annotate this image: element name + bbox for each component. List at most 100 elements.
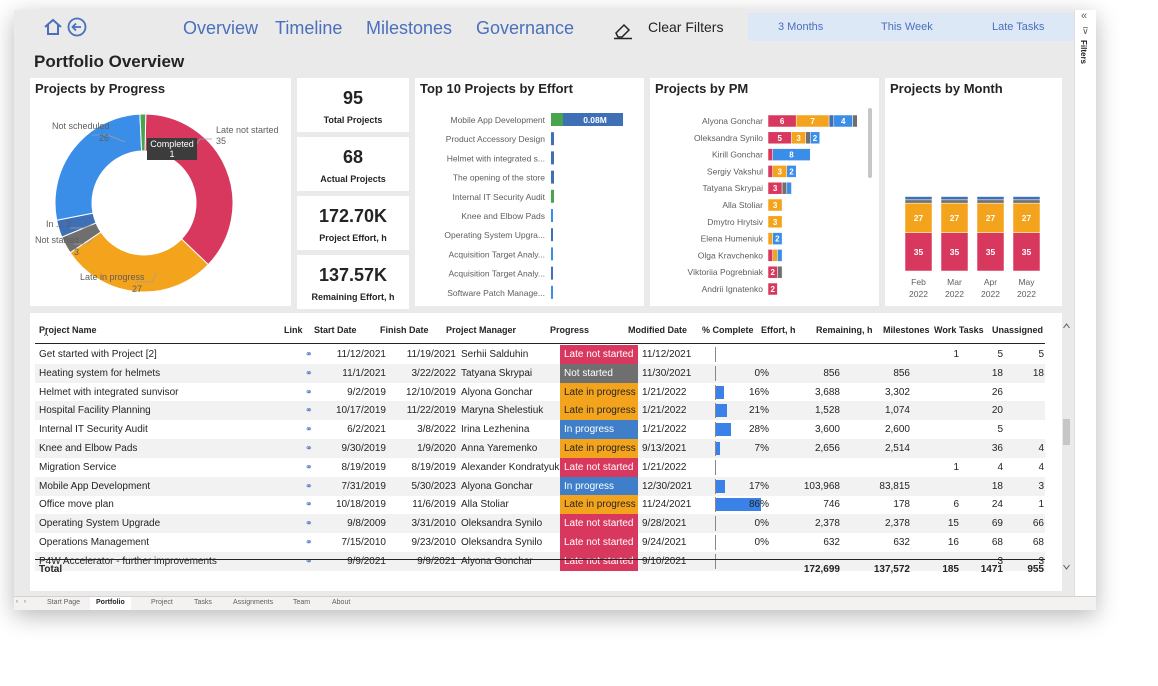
effort-bar[interactable]	[551, 209, 553, 222]
nav-milestones-link[interactable]: Milestones	[366, 18, 453, 38]
table-row[interactable]: Mobile App Development ⚭ 7/31/2019 5/30/202…	[35, 476, 1045, 496]
clear-filters-button[interactable]: Clear Filters	[648, 19, 724, 35]
col-project-manager[interactable]: Project Manager	[446, 325, 517, 335]
col-remaining[interactable]: Remaining, h	[816, 325, 873, 335]
month-bar-segment[interactable]	[1012, 232, 1041, 272]
month-bar-segment[interactable]	[1012, 199, 1041, 204]
effort-bar[interactable]	[551, 132, 554, 146]
table-row[interactable]: Helmet with integrated sunvisor ⚭ 9/2/2019…	[35, 382, 1045, 402]
pm-bar-segment[interactable]	[805, 131, 811, 145]
pm-bar-segment[interactable]	[828, 114, 835, 128]
tab-assignments[interactable]: Assignments	[233, 599, 274, 606]
effort-bar[interactable]	[551, 189, 554, 203]
link-icon[interactable]: ⚭	[305, 405, 313, 416]
col-start-date[interactable]: Start Date	[314, 325, 357, 335]
tab-prev-icon[interactable]: ‹	[16, 599, 18, 605]
link-icon[interactable]: ⚭	[305, 537, 313, 547]
effort-bar[interactable]	[551, 151, 554, 165]
col-effort[interactable]: Effort, h	[761, 325, 796, 335]
effort-bar-segment[interactable]	[551, 113, 563, 126]
table-row[interactable]: Migration Service ⚭ 8/19/2019 8/19/2019 Alex…	[35, 457, 1045, 477]
pm-bar-segment[interactable]	[767, 215, 783, 229]
col-project-name[interactable]: Project Name	[39, 325, 97, 335]
month-bar-segment[interactable]	[904, 232, 933, 272]
pm-bar-segment[interactable]	[786, 165, 797, 178]
collapse-icon[interactable]: «	[1081, 10, 1088, 22]
pm-bar-segment[interactable]	[786, 181, 792, 195]
link-icon[interactable]: ⚭	[305, 367, 313, 378]
tab-project[interactable]: Project	[151, 599, 173, 606]
pm-bar-segment[interactable]	[772, 148, 811, 161]
tab-start-page[interactable]: Start Page	[47, 599, 81, 606]
donut-slice[interactable]	[139, 113, 147, 152]
pm-bar-segment[interactable]	[772, 249, 778, 262]
tab-team[interactable]: Team	[293, 599, 311, 606]
pm-bar-segment[interactable]	[772, 232, 783, 245]
month-bar-segment[interactable]	[976, 232, 1005, 272]
col-link[interactable]: Link	[284, 325, 303, 335]
link-icon[interactable]: ⚭	[305, 480, 313, 491]
pm-bar-segment[interactable]	[810, 131, 820, 145]
col-modified-date[interactable]: Modified Date	[628, 325, 688, 335]
effort-bar[interactable]	[551, 266, 553, 280]
nav-timeline-link[interactable]: Timeline	[275, 18, 343, 38]
col-milestones[interactable]: Milestones	[883, 325, 930, 335]
effort-bar-chart[interactable]: Mobile App Development 0.08M Product Acces…	[415, 78, 644, 306]
col-progress[interactable]: Progress	[550, 325, 590, 335]
tab-about[interactable]: About	[332, 599, 351, 606]
link-icon[interactable]: ⚭	[305, 461, 313, 472]
month-bar-segment[interactable]	[1012, 196, 1041, 201]
pm-bar-segment[interactable]	[767, 232, 773, 245]
month-bar-segment[interactable]	[904, 202, 933, 233]
sort-ascending-icon[interactable]: ^	[44, 333, 49, 340]
pm-bar-segment[interactable]	[852, 114, 858, 128]
effort-bar[interactable]	[551, 285, 553, 299]
table-row[interactable]: P4W Accelerator - further improvements ⚭ 9…	[35, 551, 1045, 571]
table-row[interactable]: Heating system for helmets ⚭ 11/1/2021 3/22…	[35, 363, 1045, 383]
tab-tasks[interactable]: Tasks	[194, 599, 212, 606]
month-bar-segment[interactable]	[904, 199, 933, 204]
table-row[interactable]: Operating System Upgrade ⚭ 9/8/2009 3/31/20…	[35, 514, 1045, 534]
period-this-week[interactable]: This Week	[881, 21, 933, 33]
pm-bar-segment[interactable]	[777, 265, 783, 279]
pm-bar-segment[interactable]	[767, 249, 773, 262]
filters-pane[interactable]: « ⊽ Filters	[1074, 10, 1096, 596]
link-icon[interactable]: ⚭	[305, 386, 313, 397]
link-icon[interactable]: ⚭	[305, 518, 313, 529]
nav-governance-link[interactable]: Governance	[476, 18, 575, 38]
col-percent-complete[interactable]: % Complete	[702, 325, 754, 335]
period-3-months[interactable]: 3 Months	[778, 21, 824, 33]
donut-slice[interactable]	[54, 113, 143, 221]
table-row[interactable]: Get started with Project [2] ⚭ 11/12/2021 1…	[35, 345, 1045, 364]
month-bar-segment[interactable]	[940, 199, 969, 204]
table-scrollbar[interactable]	[1062, 321, 1071, 571]
month-bar-segment[interactable]	[940, 232, 969, 272]
pm-chart-scrollbar[interactable]	[868, 108, 872, 178]
month-bar-segment[interactable]	[1012, 202, 1041, 233]
link-icon[interactable]: ⚭	[305, 499, 313, 510]
period-late-tasks[interactable]: Late Tasks	[992, 21, 1045, 33]
table-row[interactable]: Office move plan ⚭ 10/18/2019 11/6/2019 Alla…	[35, 495, 1045, 515]
effort-bar[interactable]	[563, 113, 623, 126]
effort-bar[interactable]	[551, 170, 554, 184]
eraser-icon[interactable]	[612, 20, 634, 40]
month-bar-segment[interactable]	[904, 196, 933, 201]
effort-bar[interactable]	[551, 228, 553, 242]
back-arrow-icon[interactable]	[66, 16, 88, 38]
link-icon[interactable]: ⚭	[305, 555, 313, 566]
col-work-tasks[interactable]: Work Tasks	[934, 325, 984, 335]
effort-bar[interactable]	[551, 247, 553, 261]
table-row[interactable]: Operations Management ⚭ 7/15/2010 9/23/2010…	[35, 533, 1045, 552]
table-row[interactable]: Knee and Elbow Pads ⚭ 9/30/2019 1/9/2020 Ann…	[35, 439, 1045, 458]
pm-bar-segment[interactable]	[767, 165, 773, 178]
link-icon[interactable]: ⚭	[305, 443, 313, 453]
table-row[interactable]: Hospital Facility Planning ⚭ 10/17/2019 11/…	[35, 401, 1045, 421]
month-bar-segment[interactable]	[976, 199, 1005, 204]
pm-bar-segment[interactable]	[777, 249, 783, 262]
month-bar-segment[interactable]	[976, 202, 1005, 233]
progress-donut-chart[interactable]	[30, 78, 291, 306]
nav-overview-link[interactable]: Overview	[183, 18, 259, 38]
col-unassigned[interactable]: Unassigned	[992, 325, 1044, 335]
pm-bar-segment[interactable]	[767, 148, 773, 161]
